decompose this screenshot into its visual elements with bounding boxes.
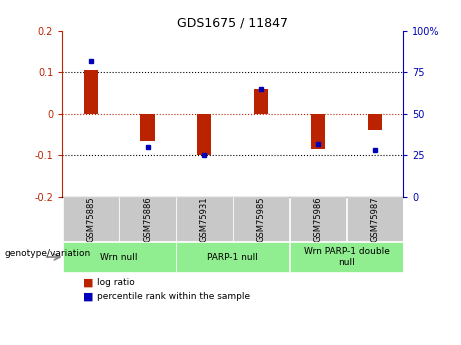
Text: GSM75986: GSM75986: [313, 196, 323, 242]
Text: ■: ■: [83, 292, 94, 302]
Text: Wrn PARP-1 double
null: Wrn PARP-1 double null: [304, 247, 390, 267]
Text: GSM75985: GSM75985: [257, 196, 266, 242]
Text: GSM75931: GSM75931: [200, 196, 209, 242]
Text: PARP-1 null: PARP-1 null: [207, 253, 258, 262]
Title: GDS1675 / 11847: GDS1675 / 11847: [177, 17, 288, 30]
Text: GSM75987: GSM75987: [371, 196, 379, 242]
Bar: [254, 89, 268, 114]
Bar: [347, 197, 403, 241]
Text: log ratio: log ratio: [97, 278, 135, 287]
Text: ■: ■: [83, 278, 94, 288]
Bar: [63, 242, 176, 272]
Text: GSM75886: GSM75886: [143, 196, 152, 242]
Bar: [368, 114, 382, 130]
Bar: [141, 114, 154, 141]
Bar: [197, 114, 212, 155]
Text: genotype/variation: genotype/variation: [5, 249, 91, 258]
Text: Wrn null: Wrn null: [100, 253, 138, 262]
Bar: [290, 197, 346, 241]
Bar: [63, 197, 119, 241]
Bar: [290, 242, 403, 272]
Bar: [233, 197, 290, 241]
Text: GSM75885: GSM75885: [86, 196, 95, 242]
Bar: [119, 197, 176, 241]
Bar: [83, 70, 98, 114]
Bar: [176, 242, 290, 272]
Bar: [311, 114, 325, 149]
Text: percentile rank within the sample: percentile rank within the sample: [97, 292, 250, 301]
Bar: [176, 197, 232, 241]
